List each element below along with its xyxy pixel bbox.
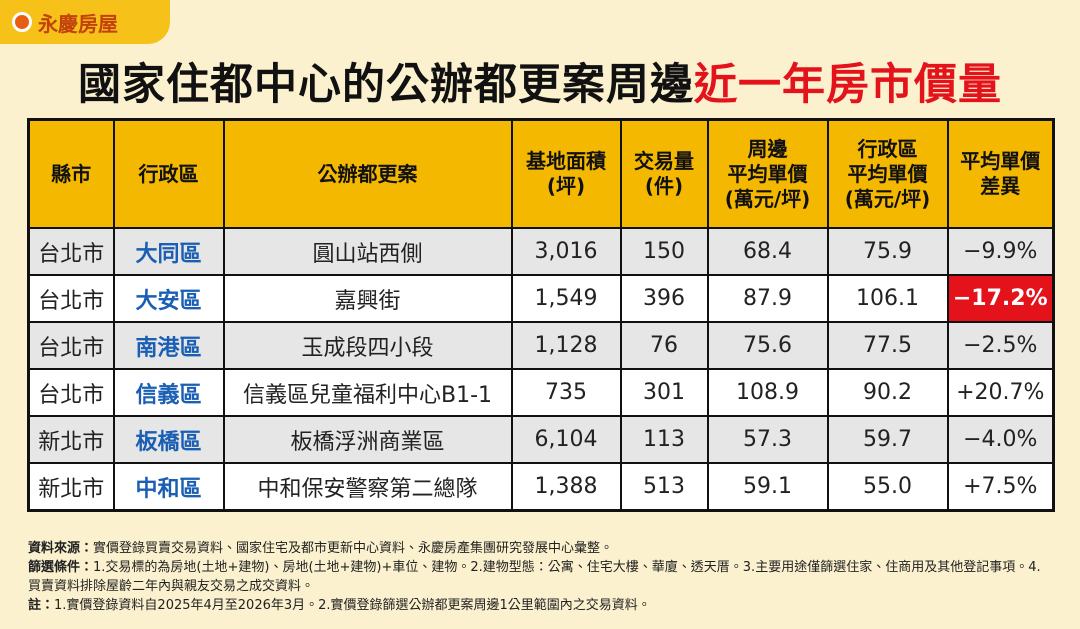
table-cell: 150 xyxy=(619,227,709,276)
table-cell: 中和區 xyxy=(112,462,225,512)
table-cell: −2.5% xyxy=(946,321,1055,370)
table-row: 新北市 板橋區 板橋浮洲商業區 6,104 113 57.3 59.7 −4.0% xyxy=(27,415,1055,464)
logo-icon xyxy=(12,12,32,32)
table-cell: 75.9 xyxy=(826,227,949,276)
logo: 永慶房屋 xyxy=(0,0,170,44)
table-row: 台北市 大安區 嘉興街 1,549 396 87.9 106.1 −17.2% xyxy=(27,274,1055,323)
header-cell: 公辦都更案 xyxy=(222,118,513,229)
table-cell: 新北市 xyxy=(27,462,115,512)
table-cell: 1,388 xyxy=(510,462,622,512)
table-cell: 59.1 xyxy=(706,462,829,512)
header-cell: 基地面積 (坪) xyxy=(510,118,622,229)
table-cell: 大同區 xyxy=(112,227,225,276)
table-cell: 55.0 xyxy=(826,462,949,512)
note-text: 1.交易標的為房地(土地+建物)、房地(土地+建物)+車位、建物。2.建物型態：… xyxy=(28,559,1041,594)
note-text: 1.實價登錄資料自2025年4月至2026年3月。2.實價登錄篩選公辦都更案周邊… xyxy=(54,597,651,613)
note-text: 實價登錄買賣交易資料、國家住宅及都市更新中心資料、永慶房產集團研究發展中心彙整。 xyxy=(93,541,614,556)
note: 資料來源：實價登錄買賣交易資料、國家住宅及都市更新中心資料、永慶房產集團研究發展… xyxy=(28,540,1052,559)
table-cell: 1,549 xyxy=(510,274,622,323)
note-label: 資料來源： xyxy=(28,541,94,556)
notes: 資料來源：實價登錄買賣交易資料、國家住宅及都市更新中心資料、永慶房產集團研究發展… xyxy=(28,540,1052,615)
table-cell: 108.9 xyxy=(706,368,829,417)
table-body: 台北市 大同區 圓山站西側 3,016 150 68.4 75.9 −9.9% 台北市 大安區 嘉興… xyxy=(27,227,1055,512)
table-cell: 106.1 xyxy=(826,274,949,323)
header-row: 縣市 行政區 公辦都更案 基地面積 (坪) 交易量 (件) 周邊 平均單價 (萬元/坪) 行… xyxy=(27,118,1055,229)
table-cell: +20.7% xyxy=(946,368,1055,417)
table-cell: 77.5 xyxy=(826,321,949,370)
table-cell: 台北市 xyxy=(27,227,115,276)
table-cell: 台北市 xyxy=(27,321,115,370)
table-cell: 板橋浮洲商業區 xyxy=(222,415,513,464)
table-cell: 301 xyxy=(619,368,709,417)
header-cell: 交易量 (件) xyxy=(619,118,709,229)
table-cell: 板橋區 xyxy=(112,415,225,464)
table-cell: −17.2% xyxy=(946,274,1055,323)
table-cell: 513 xyxy=(619,462,709,512)
table-cell: 嘉興街 xyxy=(222,274,513,323)
table-cell: 68.4 xyxy=(706,227,829,276)
table-cell: 57.3 xyxy=(706,415,829,464)
title-main: 國家住都中心的公辦都更案周邊 xyxy=(78,60,694,110)
header-cell: 周邊 平均單價 (萬元/坪) xyxy=(706,118,829,229)
logo-text: 永慶房屋 xyxy=(38,11,118,36)
table-cell: 南港區 xyxy=(112,321,225,370)
table-cell: +7.5% xyxy=(946,462,1055,512)
table-cell: 87.9 xyxy=(706,274,829,323)
table-cell: 3,016 xyxy=(510,227,622,276)
note: 註：1.實價登錄資料自2025年4月至2026年3月。2.實價登錄篩選公辦都更案… xyxy=(28,597,1052,616)
table-cell: 6,104 xyxy=(510,415,622,464)
title-highlight: 近一年房市價量 xyxy=(694,60,1002,110)
data-table: 縣市 行政區 公辦都更案 基地面積 (坪) 交易量 (件) 周邊 平均單價 (萬元/坪) 行… xyxy=(27,118,1055,512)
note-label: 篩選條件： xyxy=(28,559,94,575)
table-cell: 大安區 xyxy=(112,274,225,323)
table-cell: 59.7 xyxy=(826,415,949,464)
table-cell: −9.9% xyxy=(946,227,1055,276)
note-label: 註： xyxy=(28,597,55,613)
table-cell: 台北市 xyxy=(27,368,115,417)
header-cell: 平均單價 差異 xyxy=(946,118,1055,229)
table-row: 新北市 中和區 中和保安警察第二總隊 1,388 513 59.1 55.0 +7.5% xyxy=(27,462,1055,512)
table-cell: 圓山站西側 xyxy=(222,227,513,276)
table-cell: 1,128 xyxy=(510,321,622,370)
table-cell: 新北市 xyxy=(27,415,115,464)
table-cell: 113 xyxy=(619,415,709,464)
table-row: 台北市 大同區 圓山站西側 3,016 150 68.4 75.9 −9.9% xyxy=(27,227,1055,276)
table-header: 縣市 行政區 公辦都更案 基地面積 (坪) 交易量 (件) 周邊 平均單價 (萬元/坪) 行… xyxy=(27,118,1055,229)
table-cell: 信義區 xyxy=(112,368,225,417)
table-cell: 信義區兒童福利中心B1-1 xyxy=(222,368,513,417)
note: 篩選條件：1.交易標的為房地(土地+建物)、房地(土地+建物)+車位、建物。2.… xyxy=(28,559,1052,597)
table-cell: 90.2 xyxy=(826,368,949,417)
table-cell: −4.0% xyxy=(946,415,1055,464)
table-cell: 中和保安警察第二總隊 xyxy=(222,462,513,512)
header-cell: 行政區 平均單價 (萬元/坪) xyxy=(826,118,949,229)
table-row: 台北市 信義區 信義區兒童福利中心B1-1 735 301 108.9 90.2 +20.7% xyxy=(27,368,1055,417)
table-cell: 396 xyxy=(619,274,709,323)
table-cell: 735 xyxy=(510,368,622,417)
table-cell: 玉成段四小段 xyxy=(222,321,513,370)
header-cell: 行政區 xyxy=(112,118,225,229)
header-cell: 縣市 xyxy=(27,118,115,229)
table-cell: 76 xyxy=(619,321,709,370)
title: 國家住都中心的公辦都更案周邊近一年房市價量 xyxy=(0,50,1080,112)
table-cell: 75.6 xyxy=(706,321,829,370)
table-cell: 台北市 xyxy=(27,274,115,323)
table-row: 台北市 南港區 玉成段四小段 1,128 76 75.6 77.5 −2.5% xyxy=(27,321,1055,370)
